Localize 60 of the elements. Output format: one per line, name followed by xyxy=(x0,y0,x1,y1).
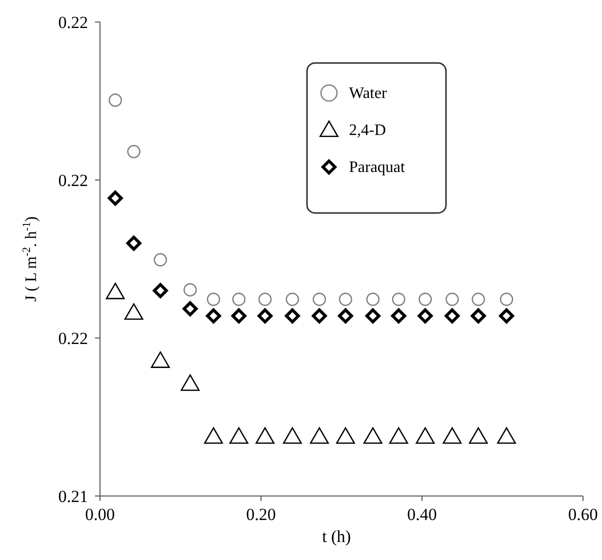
legend-label: 2,4-D xyxy=(349,122,386,139)
point xyxy=(124,303,144,320)
point xyxy=(126,236,142,251)
point xyxy=(391,308,406,324)
point xyxy=(182,301,198,316)
point xyxy=(442,427,462,444)
point xyxy=(106,282,125,300)
point xyxy=(338,308,354,324)
x-tick-label: 0.20 xyxy=(246,505,276,524)
point xyxy=(154,253,168,266)
point xyxy=(418,308,433,324)
point xyxy=(108,94,122,107)
x-tick-label: 0.60 xyxy=(568,505,598,524)
point xyxy=(363,427,382,444)
point xyxy=(232,292,246,306)
point xyxy=(180,374,200,391)
point xyxy=(286,292,300,306)
point xyxy=(258,292,272,306)
y-tick-label: 0.21 xyxy=(58,486,88,506)
point xyxy=(312,308,327,324)
legend-label: Water xyxy=(349,84,388,102)
point xyxy=(472,292,485,306)
point xyxy=(231,308,246,324)
point xyxy=(365,308,380,324)
x-axis-title: t (h) xyxy=(322,527,351,546)
point xyxy=(256,427,274,444)
point xyxy=(284,308,300,324)
x-tick-label: 0.00 xyxy=(85,505,115,524)
point xyxy=(446,292,459,306)
point xyxy=(336,427,355,444)
point xyxy=(470,308,486,324)
point xyxy=(468,427,488,444)
y-tick-label: 0.22 xyxy=(58,328,88,348)
point xyxy=(258,308,273,324)
point xyxy=(366,292,380,306)
point xyxy=(389,427,408,444)
point xyxy=(282,427,302,444)
y-tick-label: 0.22 xyxy=(58,170,88,190)
point xyxy=(229,427,248,444)
point xyxy=(127,144,140,158)
point xyxy=(206,308,222,324)
point xyxy=(206,292,220,306)
point xyxy=(184,283,197,296)
point xyxy=(499,308,514,324)
point xyxy=(310,427,329,444)
point xyxy=(444,308,460,324)
point xyxy=(108,190,123,206)
point xyxy=(416,427,435,444)
y-tick-label: 0.22 xyxy=(58,12,88,32)
point xyxy=(312,292,326,306)
point xyxy=(204,427,223,444)
point xyxy=(152,283,168,298)
point xyxy=(392,292,406,306)
point xyxy=(338,292,352,306)
point xyxy=(150,351,170,368)
legend-label: Paraquat xyxy=(349,158,406,176)
point xyxy=(500,292,514,306)
point xyxy=(497,427,516,444)
x-tick-label: 0.40 xyxy=(407,505,437,524)
point xyxy=(418,292,432,306)
